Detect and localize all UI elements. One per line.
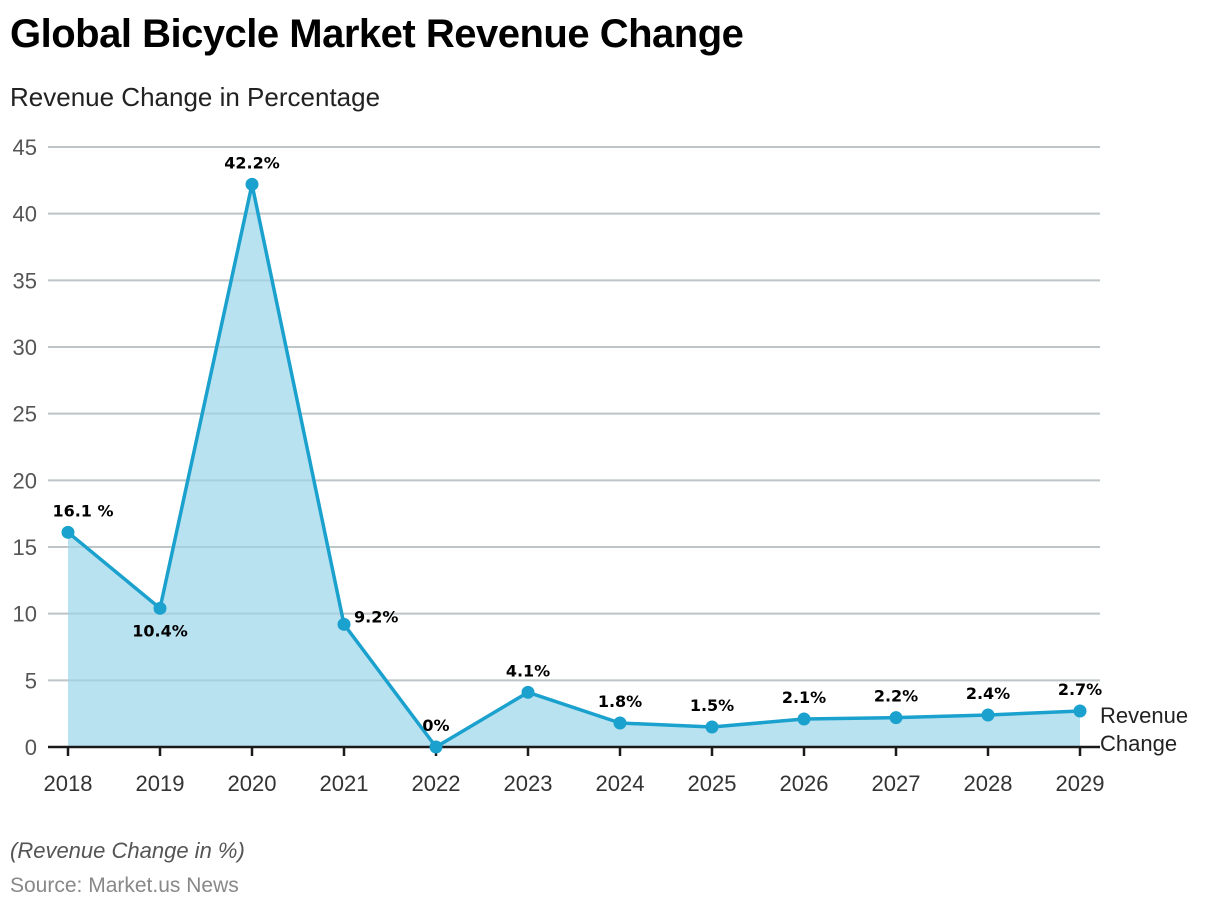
data-point	[1073, 704, 1087, 718]
legend-label: Change	[1100, 731, 1177, 756]
data-point	[61, 525, 75, 539]
area-layer	[48, 146, 1100, 748]
x-tick-label: 2021	[320, 771, 369, 796]
y-tick-label: 5	[25, 668, 37, 693]
data-point	[613, 716, 627, 730]
data-point	[245, 177, 259, 191]
data-point	[981, 708, 995, 722]
y-tick-label: 40	[13, 202, 37, 227]
x-tick-label: 2026	[780, 771, 829, 796]
x-tick-label: 2023	[504, 771, 553, 796]
series-line	[66, 182, 1081, 749]
data-label: 1.8%	[598, 692, 642, 711]
y-axis-ticks: 0 5 10 15 20 25 30 35 40 45	[13, 135, 37, 760]
data-point	[705, 720, 719, 734]
data-point	[797, 712, 811, 726]
data-label: 2.7%	[1058, 680, 1102, 699]
data-label: 1.5%	[690, 696, 734, 715]
data-labels: 16.1 % 10.4% 42.2% 9.2% 0% 4.1% 1.8% 1.5% 2.1% 2.…	[52, 153, 1102, 735]
x-tick-label: 2027	[872, 771, 921, 796]
chart-title: Global Bicycle Market Revenue Change	[10, 12, 744, 56]
y-tick-label: 30	[13, 335, 37, 360]
data-point	[153, 601, 167, 615]
data-label: 10.4%	[132, 621, 188, 640]
data-label: 4.1%	[506, 661, 550, 680]
x-tick-label: 2029	[1056, 771, 1105, 796]
chart-note: (Revenue Change in %)	[10, 838, 245, 863]
y-tick-label: 15	[13, 535, 37, 560]
data-points	[61, 177, 1087, 754]
chart-source: Source: Market.us News	[10, 874, 239, 897]
data-label: 2.1%	[782, 688, 826, 707]
data-label: 42.2%	[224, 153, 280, 172]
x-tick-label: 2024	[596, 771, 645, 796]
y-tick-label: 0	[25, 735, 37, 760]
y-tick-label: 35	[13, 268, 37, 293]
chart-subtitle: Revenue Change in Percentage	[10, 82, 381, 112]
x-axis: 2018 2019 2020 2021 2022 2023 2024 2025 2026 2027…	[44, 745, 1105, 796]
y-tick-label: 25	[13, 402, 37, 427]
data-label: 2.2%	[874, 687, 918, 706]
x-tick-label: 2018	[44, 771, 93, 796]
x-tick-label: 2019	[136, 771, 185, 796]
x-tick-label: 2028	[964, 771, 1013, 796]
legend-label: Revenue	[1100, 703, 1188, 728]
data-label: 0%	[422, 716, 449, 735]
legend: Revenue Change	[1100, 703, 1188, 756]
data-point	[889, 711, 903, 725]
x-tick-label: 2020	[228, 771, 277, 796]
area-fill	[68, 184, 1080, 748]
y-tick-label: 20	[13, 468, 37, 493]
y-tick-label: 10	[13, 602, 37, 627]
line-layer	[66, 182, 1081, 749]
data-point	[521, 685, 535, 699]
data-point	[429, 740, 443, 754]
data-label: 2.4%	[966, 684, 1010, 703]
x-tick-label: 2022	[412, 771, 461, 796]
data-point	[337, 617, 351, 631]
data-label: 9.2%	[354, 607, 398, 626]
x-tick-label: 2025	[688, 771, 737, 796]
data-label: 16.1 %	[52, 501, 113, 520]
y-tick-label: 45	[13, 135, 37, 160]
